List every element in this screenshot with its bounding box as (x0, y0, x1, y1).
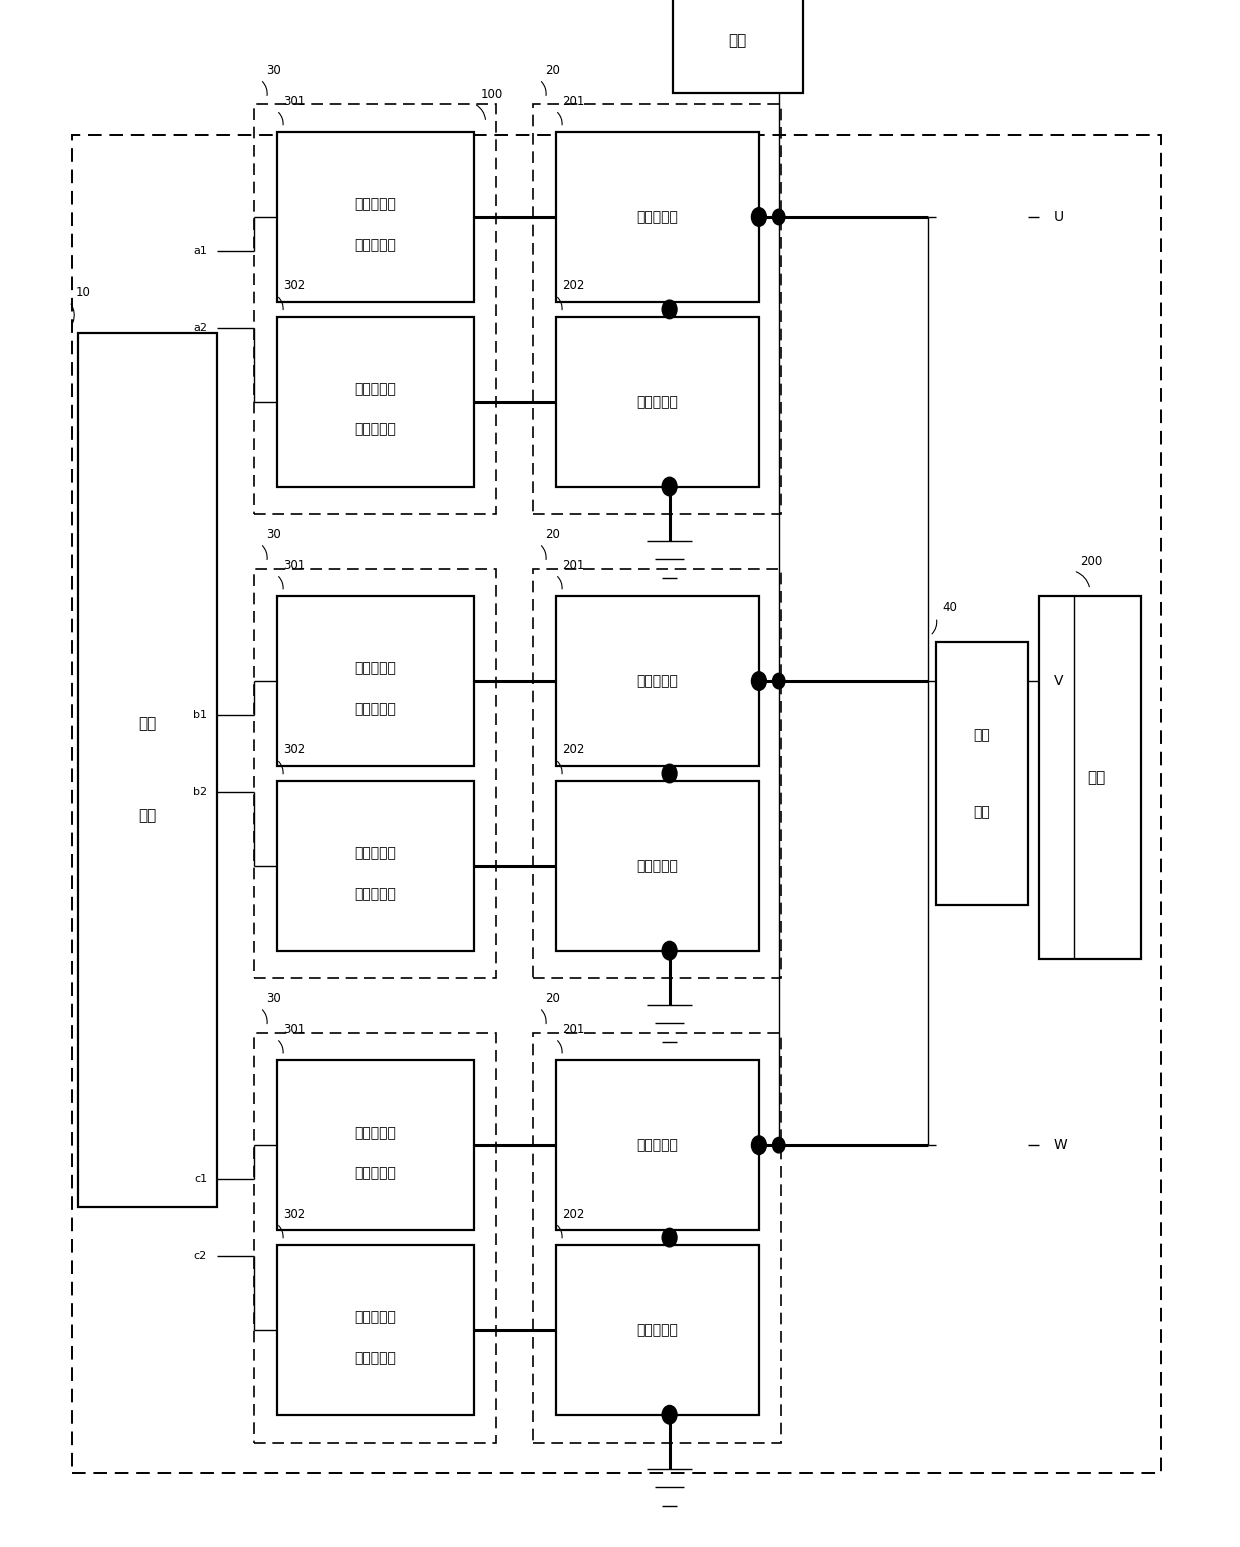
Text: 第二开关管: 第二开关管 (636, 1323, 678, 1337)
Text: 30: 30 (267, 63, 281, 76)
Text: 20: 20 (546, 528, 560, 540)
Text: 第二开关管: 第二开关管 (636, 394, 678, 408)
Bar (672, 0, 802, 93)
Text: 10: 10 (76, 286, 91, 299)
Bar (78, 333, 217, 1207)
Text: 第一开关速: 第一开关速 (355, 662, 396, 676)
Text: 301: 301 (283, 558, 305, 571)
Text: 201: 201 (562, 94, 584, 108)
Circle shape (773, 1137, 785, 1153)
Text: 30: 30 (267, 528, 281, 540)
Bar (556, 1061, 759, 1230)
Bar (277, 596, 474, 766)
Text: 第二开关管: 第二开关管 (636, 859, 678, 873)
Bar (277, 133, 474, 302)
Text: 200: 200 (1080, 555, 1102, 568)
Text: a2: a2 (193, 323, 207, 333)
Text: 202: 202 (562, 1208, 584, 1221)
Text: 第一开关管: 第一开关管 (636, 1139, 678, 1153)
Bar (277, 781, 474, 950)
Text: 度控制单元: 度控制单元 (355, 1166, 396, 1180)
Text: c2: c2 (193, 1252, 207, 1261)
Text: 度控制单元: 度控制单元 (355, 422, 396, 436)
Bar (533, 105, 781, 514)
Text: 度控制单元: 度控制单元 (355, 886, 396, 900)
Bar (254, 568, 496, 979)
Text: 电源: 电源 (729, 32, 746, 48)
Text: 202: 202 (562, 280, 584, 292)
Text: 第一开关速: 第一开关速 (355, 1126, 396, 1140)
Bar (277, 1061, 474, 1230)
Text: 302: 302 (283, 744, 305, 756)
Text: 100: 100 (480, 88, 502, 101)
Text: 302: 302 (283, 280, 305, 292)
Circle shape (751, 671, 766, 690)
Circle shape (751, 1135, 766, 1154)
Bar (1039, 596, 1141, 959)
Text: 20: 20 (546, 992, 560, 1006)
Text: U: U (1054, 210, 1064, 224)
Text: 度控制单元: 度控制单元 (355, 1351, 396, 1364)
Bar (556, 1245, 759, 1414)
Text: c1: c1 (193, 1174, 207, 1183)
Text: 40: 40 (942, 602, 957, 614)
Text: 第二开关速: 第二开关速 (355, 846, 396, 860)
Text: 202: 202 (562, 744, 584, 756)
Text: 单元: 单元 (139, 809, 156, 823)
Bar (277, 317, 474, 486)
Text: 201: 201 (562, 558, 584, 571)
Text: 单元: 单元 (973, 804, 991, 820)
Bar (936, 642, 1028, 905)
Bar (533, 568, 781, 979)
Bar (556, 596, 759, 766)
Bar (72, 135, 1161, 1473)
Bar (277, 1245, 474, 1414)
Text: 第二开关速: 第二开关速 (355, 382, 396, 396)
Text: 滤波: 滤波 (973, 727, 991, 743)
Text: 20: 20 (546, 63, 560, 76)
Text: 第一开关管: 第一开关管 (636, 674, 678, 688)
Text: 第一开关管: 第一开关管 (636, 210, 678, 224)
Text: b2: b2 (193, 787, 207, 797)
Circle shape (662, 478, 677, 495)
Circle shape (751, 207, 766, 226)
Text: 度控制单元: 度控制单元 (355, 238, 396, 252)
Bar (556, 133, 759, 302)
Text: W: W (1054, 1139, 1068, 1153)
Text: a1: a1 (193, 246, 207, 255)
Text: 301: 301 (283, 94, 305, 108)
Text: 第二开关速: 第二开关速 (355, 1310, 396, 1324)
Text: 201: 201 (562, 1023, 584, 1036)
Text: V: V (1054, 674, 1064, 688)
Bar (254, 105, 496, 514)
Circle shape (662, 1405, 677, 1423)
Circle shape (662, 764, 677, 783)
Text: 301: 301 (283, 1023, 305, 1036)
Bar (254, 1033, 496, 1442)
Text: 第一开关速: 第一开关速 (355, 198, 396, 212)
Circle shape (662, 1228, 677, 1247)
Text: 度控制单元: 度控制单元 (355, 702, 396, 716)
Circle shape (773, 673, 785, 688)
Text: 电机: 电机 (1087, 770, 1105, 784)
Circle shape (662, 300, 677, 319)
Bar (533, 1033, 781, 1442)
Circle shape (773, 209, 785, 224)
Bar (556, 317, 759, 486)
Text: b1: b1 (193, 710, 207, 719)
Circle shape (662, 941, 677, 959)
Text: 30: 30 (267, 992, 281, 1006)
Text: 驱动: 驱动 (139, 716, 156, 730)
Text: 302: 302 (283, 1208, 305, 1221)
Bar (556, 781, 759, 950)
